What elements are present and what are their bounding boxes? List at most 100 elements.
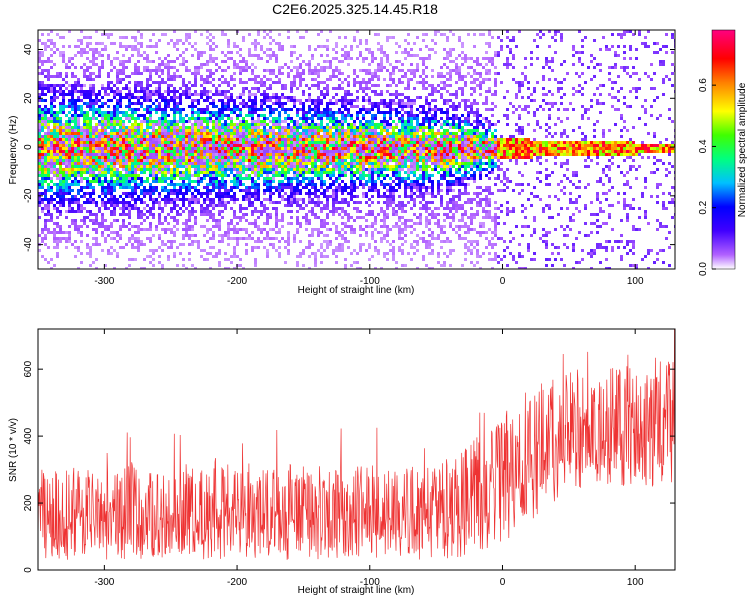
heatmap-cell [140,189,143,192]
heatmap-cell [308,267,311,269]
heatmap-cell [212,84,215,87]
heatmap-cell [275,138,278,141]
heatmap-cell [323,189,326,192]
heatmap-cell [320,66,323,69]
heatmap-cell [170,123,173,126]
heatmap-cell [209,165,212,168]
heatmap-cell [50,111,53,114]
heatmap-cell [338,99,341,102]
heatmap-cell [272,117,275,120]
heatmap-cell [293,129,296,132]
heatmap-cell [125,192,128,195]
heatmap-cell [308,135,311,138]
heatmap-cell [188,87,191,90]
heatmap-cell [68,129,71,132]
heatmap-cell [221,144,224,147]
heatmap-cell [113,147,116,150]
heatmap-cell [332,141,335,144]
heatmap-cell [308,177,311,180]
heatmap-cell [65,183,68,186]
heatmap-cell [221,237,224,240]
heatmap-cell [338,69,341,72]
heatmap-cell [359,108,362,111]
heatmap-cell [62,36,65,39]
heatmap-cell [329,126,332,129]
heatmap-cell [287,108,290,111]
heatmap-cell [212,186,215,189]
heatmap-cell [104,162,107,165]
heatmap-cell [227,114,230,117]
heatmap-cell [131,36,134,39]
heatmap-cell [44,171,47,174]
heatmap-cell [359,243,362,246]
heatmap-cell [110,111,113,114]
heatmap-cell [314,69,317,72]
heatmap-cell [314,129,317,132]
heatmap-cell [188,105,191,108]
heatmap-cell [341,99,344,102]
heatmap-cell [233,105,236,108]
heatmap-cell [74,102,77,105]
heatmap-cell [227,99,230,102]
heatmap-cell [41,171,44,174]
heatmap-cell [146,216,149,219]
heatmap-cell [239,138,242,141]
heatmap-cell [320,231,323,234]
heatmap-cell [263,153,266,156]
heatmap-cell [200,120,203,123]
heatmap-cell [239,66,242,69]
heatmap-cell [62,156,65,159]
heatmap-cell [317,117,320,120]
heatmap-cell [155,228,158,231]
heatmap-cell [194,186,197,189]
heatmap-cell [302,117,305,120]
heatmap-cell [77,171,80,174]
heatmap-cell [188,120,191,123]
heatmap-cell [53,75,56,78]
heatmap-cell [206,129,209,132]
heatmap-cell [308,69,311,72]
heatmap-cell [80,39,83,42]
heatmap-cell [209,72,212,75]
heatmap-cell [341,135,344,138]
heatmap-cell [140,240,143,243]
heatmap-cell [185,120,188,123]
heatmap-cell [248,96,251,99]
heatmap-cell [86,126,89,129]
heatmap-cell [233,159,236,162]
heatmap-cell [137,207,140,210]
heatmap-cell [191,102,194,105]
heatmap-cell [278,114,281,117]
heatmap-cell [143,162,146,165]
heatmap-cell [50,84,53,87]
heatmap-cell [170,144,173,147]
heatmap-cell [116,174,119,177]
heatmap-cell [176,42,179,45]
heatmap-cell [74,156,77,159]
heatmap-cell [158,153,161,156]
heatmap-cell [284,144,287,147]
heatmap-cell [149,195,152,198]
heatmap-cell [344,57,347,60]
heatmap-cell [281,144,284,147]
heatmap-cell [296,114,299,117]
heatmap-cell [158,168,161,171]
heatmap-cell [134,84,137,87]
heatmap-cell [281,135,284,138]
heatmap-cell [275,156,278,159]
heatmap-cell [191,150,194,153]
heatmap-cell [182,132,185,135]
heatmap-cell [203,210,206,213]
heatmap-cell [44,48,47,51]
heatmap-cell [143,159,146,162]
heatmap-cell [206,132,209,135]
heatmap-cell [164,189,167,192]
heatmap-cell [68,84,71,87]
heatmap-cell [122,159,125,162]
heatmap-cell [329,195,332,198]
heatmap-cell [119,81,122,84]
heatmap-cell [239,129,242,132]
heatmap-cell [266,174,269,177]
heatmap-cell [74,165,77,168]
heatmap-cell [77,204,80,207]
